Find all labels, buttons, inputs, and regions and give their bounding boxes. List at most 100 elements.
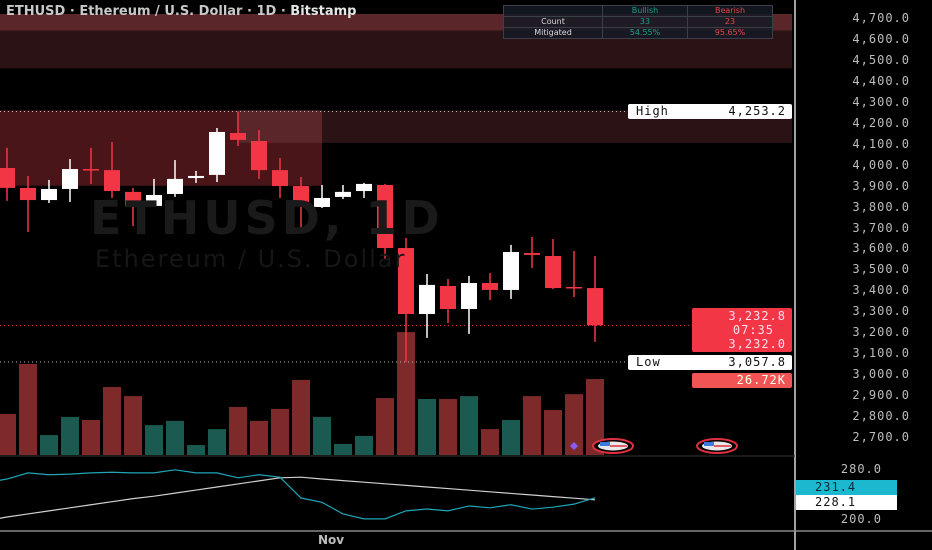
volume-bar [61,416,79,455]
exchange: Bitstamp [290,4,357,19]
symbol: ETHUSD [6,4,66,19]
candle-body [146,195,162,206]
price-tick: 3,600.0 [852,241,910,256]
volume-bar [376,398,394,455]
candle-body [104,170,120,192]
volume-bar [502,420,520,455]
time-axis-label: Nov [318,533,345,547]
indicator-fast-value: 231.4 [796,480,897,495]
volume-bar [460,396,478,455]
volume-bar [355,435,373,455]
indicator-fast-line [0,469,596,520]
volume-bar [481,429,499,455]
price-tick: 3,300.0 [852,304,910,319]
price-tick: 3,400.0 [852,283,910,298]
price-tick: 2,800.0 [852,409,910,424]
volume-bar [229,406,247,455]
candle-body [230,133,246,140]
volume-bar [40,435,58,455]
candle-body [167,178,183,194]
candle-body [251,140,267,171]
watermark-description: Ethereum / U.S. Dollar [95,245,407,273]
watermark-symbol: ETHUSD, 1D [90,191,444,245]
candle-body [461,283,477,309]
candle-body [83,169,99,171]
indicator-slow-line [0,476,596,519]
indicator-pane [0,469,596,520]
candle-body [62,169,78,189]
volume-value-label: 26.72K [692,373,792,388]
candle-body [566,286,582,289]
candle-body [125,191,141,206]
last-close: 3,232.0 [728,337,786,351]
high-value: 4,253.2 [692,104,792,119]
volume-bar [82,420,100,455]
volume-bar [208,429,226,455]
price-tick: 4,500.0 [852,52,910,67]
volume-bar [166,420,184,455]
candle-body [41,188,57,201]
volume-bar [586,379,604,455]
volume-bar [103,387,121,455]
candle-body [356,183,372,192]
volume-bar [292,379,310,455]
candle-body [398,248,414,315]
candle-body [314,197,330,207]
supply-zone [238,110,322,143]
indicator-tick: 200.0 [840,512,882,526]
price-tick: 4,400.0 [852,73,910,88]
last-price: 3,232.8 [728,309,786,323]
volume-bar [187,445,205,455]
candles [0,111,603,363]
order-block-stats-table: Bullish Bearish Count 33 23 Mitigated 54.55%… [503,5,773,39]
price-tick: 3,700.0 [852,220,910,235]
bullish-count: 33 [602,16,688,28]
price-tick: 4,100.0 [852,136,910,151]
volume-bar [145,425,163,455]
us-flag-event-icon[interactable] [696,438,738,454]
volume-bars [0,332,604,455]
price-tick: 3,500.0 [852,262,910,277]
candle-body [482,283,498,290]
volume-bar [439,398,457,455]
volume-bar [124,396,142,455]
candle-body [440,285,456,309]
price-tick: 2,900.0 [852,388,910,403]
volume-bar [523,396,541,455]
indicator-slow-value: 228.1 [796,495,897,510]
table-header-bullish: Bullish [602,5,688,17]
price-tick: 2,700.0 [852,430,910,444]
price-tick: 3,900.0 [852,178,910,193]
volume-bar [565,394,583,455]
price-tick: 4,700.0 [852,11,910,25]
price-tick: 4,600.0 [852,31,910,46]
volume-bar [19,363,37,455]
candle-body [188,175,204,179]
bullish-mitigated: 54.55% [602,27,688,39]
bearish-mitigated: 95.65% [687,27,773,39]
row-label: Mitigated [503,27,603,39]
price-tick: 4,300.0 [852,94,910,109]
candle-body [335,191,351,197]
price-tick: 3,800.0 [852,199,910,214]
volume-bar [334,443,352,455]
us-flag-event-icon[interactable] [592,438,634,454]
low-value: 3,057.8 [692,355,792,370]
chart-title[interactable]: ETHUSD · Ethereum / U.S. Dollar · 1D · B… [6,4,356,19]
volume-bar [313,416,331,455]
price-tick: 4,000.0 [852,157,910,172]
candle-body [503,252,519,290]
high-label: High [628,104,692,119]
volume-bar [271,408,289,455]
candle-body [524,253,540,255]
low-label: Low [628,355,692,370]
candle-body [419,284,435,315]
diamond-icon[interactable] [570,442,578,450]
candle-body [272,170,288,187]
order-block-zones [0,14,792,186]
candle-body [545,255,561,289]
bar-countdown: 07:35 [732,323,774,337]
indicator-tick: 280.0 [840,462,882,476]
events-markers[interactable] [570,438,738,454]
